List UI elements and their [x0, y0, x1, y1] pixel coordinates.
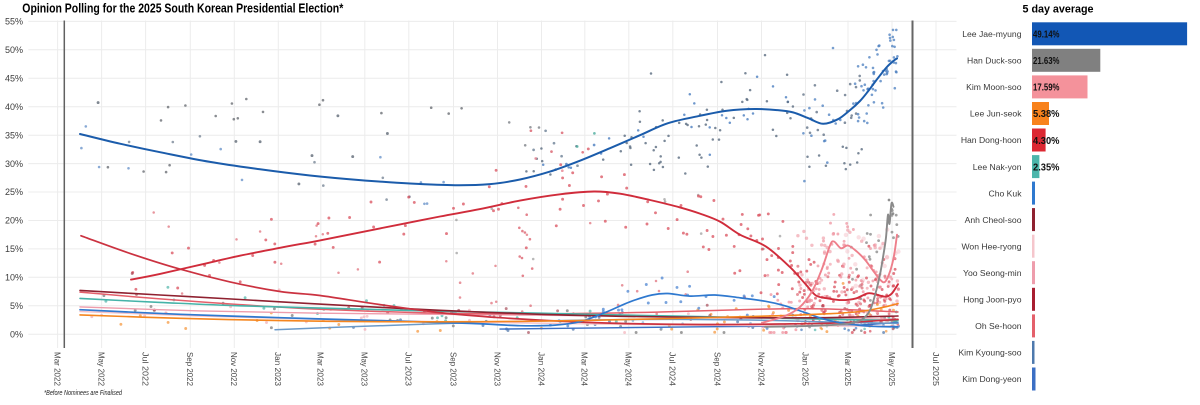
svg-text:55%: 55%	[5, 17, 23, 27]
svg-text:0%: 0%	[10, 329, 23, 339]
svg-text:4.30%: 4.30%	[1033, 135, 1060, 147]
svg-text:Opinion Polling for the 2025 S: Opinion Polling for the 2025 South Korea…	[22, 0, 344, 15]
svg-text:20%: 20%	[5, 216, 23, 226]
svg-text:May 2025: May 2025	[887, 352, 897, 386]
svg-text:35%: 35%	[5, 130, 23, 140]
svg-text:5 day average: 5 day average	[1023, 3, 1094, 15]
svg-text:Sep 2023: Sep 2023	[448, 352, 458, 386]
svg-text:Won Hee-ryong: Won Hee-ryong	[961, 241, 1021, 251]
svg-text:Jul 2022: Jul 2022	[140, 352, 150, 386]
svg-text:45%: 45%	[5, 74, 23, 84]
svg-text:49.14%: 49.14%	[1033, 29, 1060, 41]
svg-text:Sep 2022: Sep 2022	[185, 352, 195, 386]
svg-text:Han Duck-soo: Han Duck-soo	[967, 56, 1022, 66]
svg-text:Jul 2024: Jul 2024	[668, 352, 678, 386]
svg-text:30%: 30%	[5, 159, 23, 169]
svg-text:Mar 2022: Mar 2022	[52, 352, 62, 386]
svg-text:Kim Kyoung-soo: Kim Kyoung-soo	[958, 348, 1021, 358]
svg-text:*Before Nominees are Finalised: *Before Nominees are Finalised	[44, 388, 123, 397]
svg-text:15%: 15%	[5, 244, 23, 254]
svg-text:Hong Joon-pyo: Hong Joon-pyo	[963, 295, 1022, 305]
svg-text:Jan 2023: Jan 2023	[273, 352, 283, 386]
svg-text:10%: 10%	[5, 273, 23, 283]
svg-text:5.38%: 5.38%	[1033, 108, 1060, 120]
svg-text:Nov 2024: Nov 2024	[756, 352, 766, 386]
svg-text:Cho Kuk: Cho Kuk	[989, 188, 1023, 198]
svg-text:Lee Jae-myung: Lee Jae-myung	[962, 29, 1021, 39]
svg-text:Jan 2024: Jan 2024	[536, 352, 546, 386]
svg-text:Han Dong-hoon: Han Dong-hoon	[961, 135, 1022, 145]
svg-text:Lee Nak-yon: Lee Nak-yon	[973, 162, 1022, 172]
svg-text:50%: 50%	[5, 45, 23, 55]
svg-text:40%: 40%	[5, 102, 23, 112]
svg-text:Jul 2023: Jul 2023	[404, 352, 414, 386]
svg-text:Sep 2024: Sep 2024	[712, 352, 722, 386]
svg-text:17.59%: 17.59%	[1033, 82, 1060, 94]
svg-text:May 2023: May 2023	[360, 352, 370, 386]
svg-text:Kim Moon-soo: Kim Moon-soo	[966, 82, 1022, 92]
svg-text:Lee Jun-seok: Lee Jun-seok	[970, 109, 1022, 119]
svg-text:Mar 2024: Mar 2024	[580, 352, 590, 386]
svg-text:Nov 2023: Nov 2023	[492, 352, 502, 386]
svg-text:Jul 2025: Jul 2025	[931, 352, 941, 386]
svg-text:21.63%: 21.63%	[1033, 55, 1060, 67]
svg-text:Nov 2022: Nov 2022	[229, 352, 239, 386]
svg-text:Jan 2025: Jan 2025	[800, 352, 810, 386]
svg-text:May 2024: May 2024	[624, 352, 634, 386]
svg-text:2.35%: 2.35%	[1033, 161, 1060, 173]
svg-text:Mar 2025: Mar 2025	[843, 352, 853, 386]
svg-text:25%: 25%	[5, 187, 23, 197]
svg-text:5%: 5%	[10, 301, 23, 311]
svg-text:Yoo Seong-min: Yoo Seong-min	[963, 268, 1022, 278]
svg-text:Anh Cheol-soo: Anh Cheol-soo	[965, 215, 1022, 225]
svg-text:Mar 2023: Mar 2023	[316, 352, 326, 386]
svg-text:Kim Dong-yeon: Kim Dong-yeon	[962, 374, 1021, 384]
svg-text:Oh Se-hoon: Oh Se-hoon	[975, 321, 1022, 331]
svg-text:May 2022: May 2022	[96, 352, 106, 386]
